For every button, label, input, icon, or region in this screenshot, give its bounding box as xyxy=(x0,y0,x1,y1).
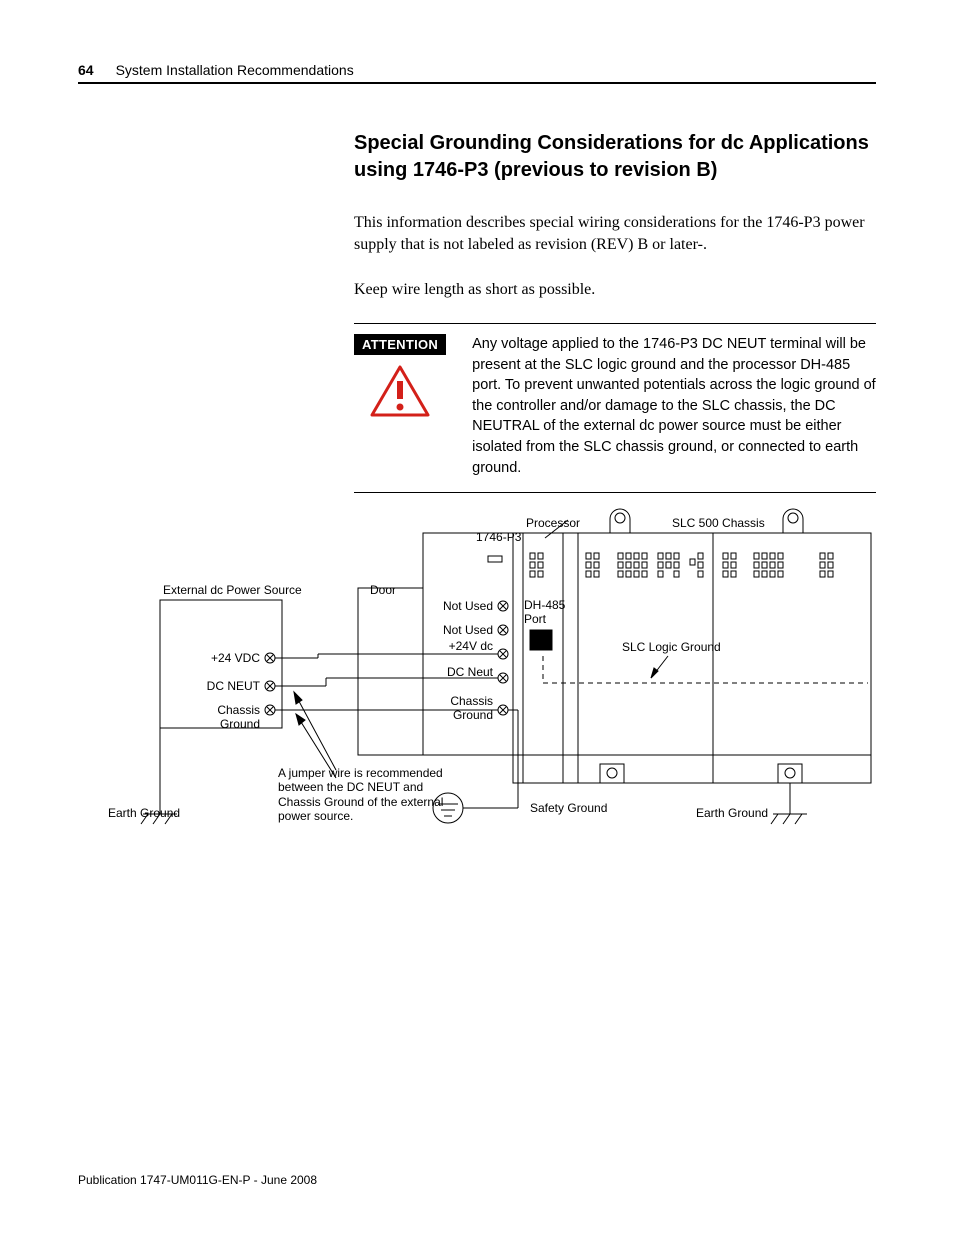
label-earth-ground-left: Earth Ground xyxy=(108,806,180,820)
label-src-24vdc: +24 VDC xyxy=(200,651,260,665)
label-processor: Processor xyxy=(526,516,580,530)
footer-publication: Publication 1747-UM011G-EN-P - June 2008 xyxy=(78,1173,317,1187)
label-dcneut: DC Neut xyxy=(438,665,493,679)
body-paragraph-2: Keep wire length as short as possible. xyxy=(354,279,876,301)
body-paragraph-1: This information describes special wirin… xyxy=(354,212,876,257)
section-heading: Special Grounding Considerations for dc … xyxy=(354,130,876,184)
label-not-used-2: Not Used xyxy=(438,623,493,637)
label-1746-p3: 1746-P3 xyxy=(476,530,521,544)
page-header: 64 System Installation Recommendations xyxy=(78,62,876,84)
label-jumper-note: A jumper wire is recommended between the… xyxy=(278,766,468,824)
attention-text: Any voltage applied to the 1746-P3 DC NE… xyxy=(472,334,876,478)
label-door: Door xyxy=(370,583,396,597)
label-src-dcneut: DC NEUT xyxy=(200,679,260,693)
main-content: Special Grounding Considerations for dc … xyxy=(354,130,876,493)
label-dh485: DH-485 Port xyxy=(524,598,565,627)
label-chassis-ground-p3: Chassis Ground xyxy=(438,694,493,723)
label-24vdc: +24V dc xyxy=(438,639,493,653)
label-not-used-1: Not Used xyxy=(438,599,493,613)
chapter-title: System Installation Recommendations xyxy=(116,62,354,78)
attention-block: ATTENTION Any voltage applied to the 174… xyxy=(354,323,876,493)
label-slc-chassis: SLC 500 Chassis xyxy=(672,516,765,530)
attention-left-col: ATTENTION xyxy=(354,334,446,478)
label-slc-logic-ground: SLC Logic Ground xyxy=(622,640,721,654)
warning-triangle-icon xyxy=(370,365,430,417)
attention-badge: ATTENTION xyxy=(354,334,446,355)
label-earth-ground-right: Earth Ground xyxy=(696,806,768,820)
wiring-diagram: External dc Power Source Door 1746-P3 Pr… xyxy=(78,478,876,858)
label-external-source: External dc Power Source xyxy=(163,583,302,597)
label-src-chassis-ground: Chassis Ground xyxy=(200,703,260,732)
page-number: 64 xyxy=(78,62,94,78)
label-safety-ground: Safety Ground xyxy=(530,801,607,815)
